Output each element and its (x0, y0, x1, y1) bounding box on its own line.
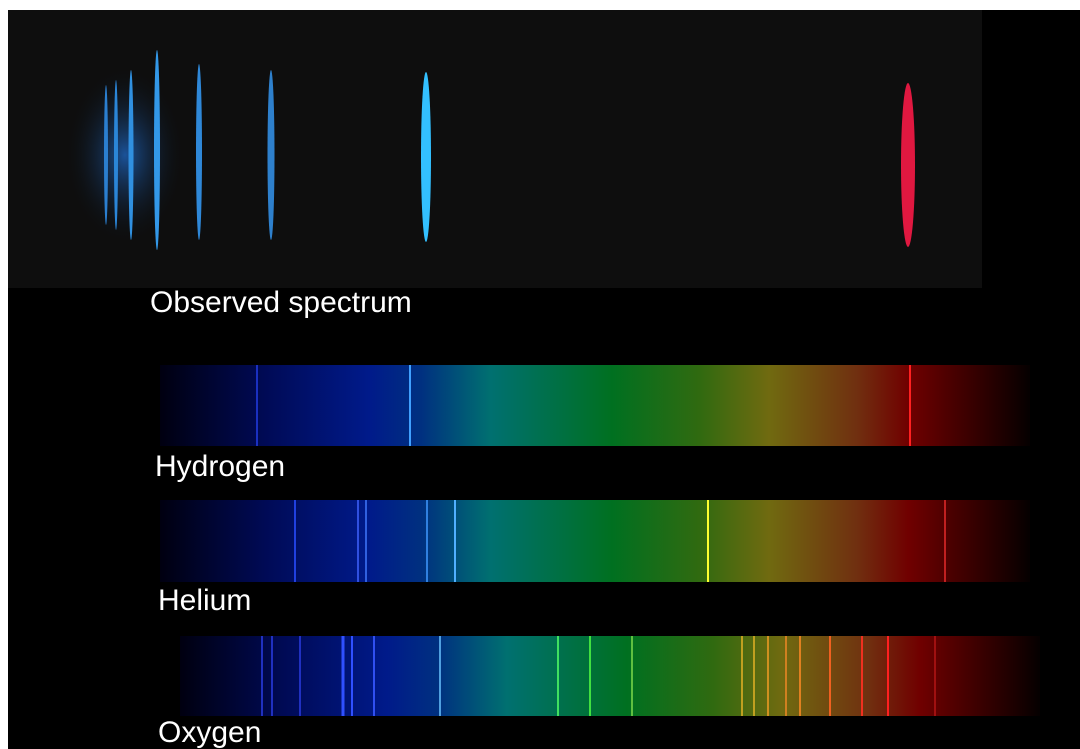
line (114, 80, 118, 230)
line (196, 64, 202, 240)
line (268, 70, 275, 240)
haze (65, 65, 185, 245)
hydrogen-label: Hydrogen (155, 450, 285, 483)
helium-band (160, 500, 1030, 582)
line (129, 70, 134, 240)
oxygen-label: Oxygen (158, 716, 261, 749)
line (421, 72, 431, 242)
helium-label: Helium (158, 584, 251, 617)
oxygen-band (180, 636, 1040, 716)
line (901, 83, 915, 247)
hydrogen-band (160, 365, 1030, 446)
page: Observed spectrum Hydrogen Helium (0, 0, 1080, 749)
observed-label: Observed spectrum (150, 286, 412, 319)
slide: Observed spectrum Hydrogen Helium (0, 0, 1080, 749)
line (154, 50, 160, 250)
line (104, 85, 108, 225)
